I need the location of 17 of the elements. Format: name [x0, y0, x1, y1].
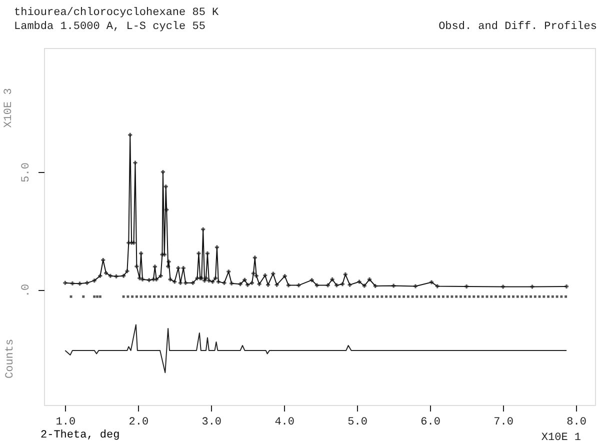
x-tick-label: 3.0	[202, 416, 222, 428]
x-tick-label: 2.0	[128, 416, 149, 428]
x-tick-label: 8.0	[566, 416, 586, 428]
text: Obsd. and Diff. Profiles	[438, 21, 597, 33]
text: X10E 3	[3, 88, 15, 128]
x-tick-label: 4.0	[274, 416, 295, 428]
chart-title: thiourea/chlorocyclohexane 85 K	[14, 7, 220, 19]
y-tick-label: .0	[20, 284, 32, 298]
chart-subtitle: Lambda 1.5000 A, L-S cycle 55	[14, 21, 206, 33]
text: X10E 1	[541, 432, 582, 443]
x-tick-label: 1.0	[56, 416, 76, 428]
line-series	[64, 324, 568, 374]
x-tick-label: 7.0	[494, 416, 514, 428]
x-tick-label: 6.0	[420, 416, 440, 428]
x-tick-label: 5.0	[348, 416, 368, 428]
y-axis-title: Counts	[4, 338, 16, 378]
x-axis-title: 2-Theta, deg	[40, 430, 120, 442]
